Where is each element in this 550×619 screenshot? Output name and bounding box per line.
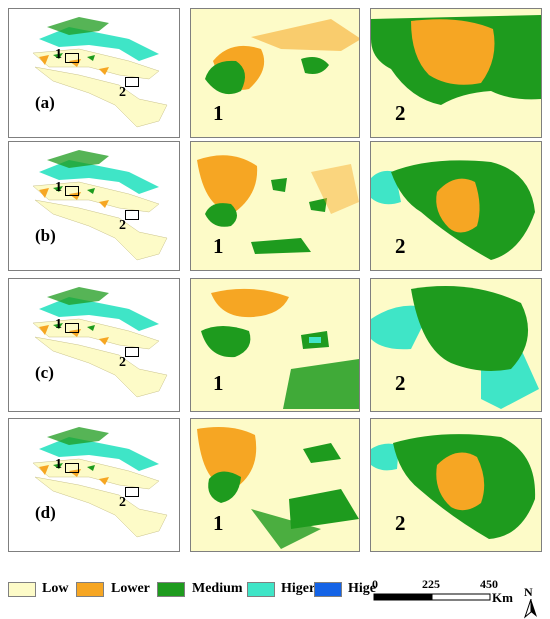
area-marker-1: 1: [55, 317, 62, 332]
zoom-label-1: 1: [213, 371, 224, 395]
north-arrow-icon: [524, 599, 537, 619]
legend-label-low: Low: [42, 581, 69, 596]
zoom-map-area-2-0: 2: [370, 8, 542, 138]
legend-label-higer: Higer: [281, 581, 316, 596]
area-marker-1: 1: [55, 457, 62, 472]
zoom-map-area-1-0: 1: [190, 8, 360, 138]
overview-map-2: 1 2 (c): [8, 278, 180, 412]
study-area-box-1: [65, 53, 79, 63]
legend-swatch-low: [8, 582, 36, 597]
zoom-label-1: 1: [213, 234, 224, 258]
legend-swatch-hige: [314, 582, 342, 597]
study-area-box-2: [125, 210, 139, 220]
study-area-box-1: [65, 323, 79, 333]
legend-label-medium: Medium: [192, 581, 243, 596]
legend-swatch-medium: [157, 582, 185, 597]
area-marker-2: 2: [119, 85, 126, 100]
area-marker-2: 2: [119, 218, 126, 233]
scale-bar: 0 225 450 Km: [372, 575, 532, 609]
zoom-label-2: 2: [395, 101, 406, 125]
study-area-box-2: [125, 77, 139, 87]
north-label: N: [524, 585, 533, 599]
legend-swatch-higer: [247, 582, 275, 597]
area-marker-2: 2: [119, 355, 126, 370]
zoom-map-area-2-2: 2: [370, 278, 542, 412]
study-area-box-1: [65, 186, 79, 196]
legend-label-hige: Hige: [348, 581, 376, 596]
area-marker-1: 1: [55, 180, 62, 195]
legend-swatch-lower: [76, 582, 104, 597]
area-marker-2: 2: [119, 495, 126, 510]
scale-unit: Km: [492, 590, 513, 605]
zoom-label-2: 2: [395, 234, 406, 258]
scale-tick-0: 0: [372, 577, 378, 591]
legend-label-lower: Lower: [111, 581, 150, 596]
zoom-map-area-1-2: 1: [190, 278, 360, 412]
panel-label: (c): [35, 363, 54, 382]
zoom-map-area-2-3: 2: [370, 418, 542, 552]
zoom-label-2: 2: [395, 511, 406, 535]
overview-map-1: 1 2 (b): [8, 141, 180, 271]
panel-label: (d): [35, 503, 56, 522]
overview-map-3: 1 2 (d): [8, 418, 180, 552]
zoom-label-2: 2: [395, 371, 406, 395]
scale-tick-225: 225: [422, 577, 440, 591]
zoom-label-1: 1: [213, 101, 224, 125]
zoom-map-area-2-1: 2: [370, 141, 542, 271]
overview-map-0: 1 2 (a): [8, 8, 180, 138]
study-area-box-2: [125, 487, 139, 497]
zoom-map-area-1-1: 1: [190, 141, 360, 271]
study-area-box-1: [65, 463, 79, 473]
panel-label: (a): [35, 93, 55, 112]
area-marker-1: 1: [55, 47, 62, 62]
scale-tick-450: 450: [480, 577, 498, 591]
zoom-map-area-1-3: 1: [190, 418, 360, 552]
zoom-label-1: 1: [213, 511, 224, 535]
panel-label: (b): [35, 226, 56, 245]
study-area-box-2: [125, 347, 139, 357]
legend: Low Lower Medium Higer Hige 0 225 450 Km: [0, 575, 550, 609]
